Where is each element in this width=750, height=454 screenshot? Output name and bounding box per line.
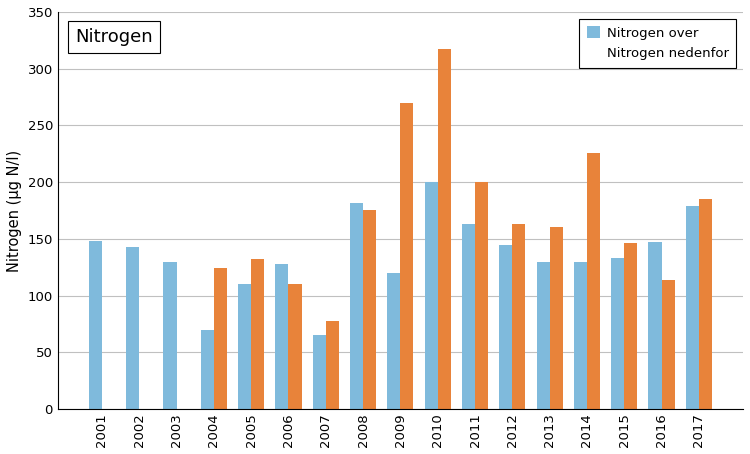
Bar bbox=[326, 321, 339, 409]
Bar bbox=[611, 258, 624, 409]
Bar bbox=[462, 224, 475, 409]
Bar bbox=[89, 241, 102, 409]
Bar bbox=[201, 330, 214, 409]
Bar bbox=[238, 284, 251, 409]
Bar bbox=[536, 262, 550, 409]
Bar bbox=[500, 245, 512, 409]
Bar bbox=[251, 259, 264, 409]
Bar bbox=[387, 273, 400, 409]
Bar bbox=[624, 243, 638, 409]
Bar bbox=[313, 335, 326, 409]
Bar bbox=[275, 264, 289, 409]
Bar bbox=[686, 206, 699, 409]
Text: Nitrogen: Nitrogen bbox=[75, 28, 152, 46]
Bar bbox=[550, 227, 562, 409]
Bar bbox=[662, 280, 674, 409]
Bar bbox=[699, 199, 712, 409]
Legend: Nitrogen over, Nitrogen nedenfor: Nitrogen over, Nitrogen nedenfor bbox=[579, 19, 736, 68]
Bar bbox=[363, 211, 376, 409]
Bar bbox=[289, 284, 302, 409]
Bar bbox=[350, 202, 363, 409]
Bar bbox=[574, 262, 587, 409]
Bar bbox=[438, 49, 451, 409]
Y-axis label: Nitrogen (µg N/l): Nitrogen (µg N/l) bbox=[7, 149, 22, 271]
Bar bbox=[424, 182, 438, 409]
Bar bbox=[400, 103, 413, 409]
Bar bbox=[512, 224, 525, 409]
Bar bbox=[214, 268, 227, 409]
Bar bbox=[126, 247, 140, 409]
Bar bbox=[164, 262, 176, 409]
Bar bbox=[475, 182, 488, 409]
Bar bbox=[649, 242, 662, 409]
Bar bbox=[587, 153, 600, 409]
